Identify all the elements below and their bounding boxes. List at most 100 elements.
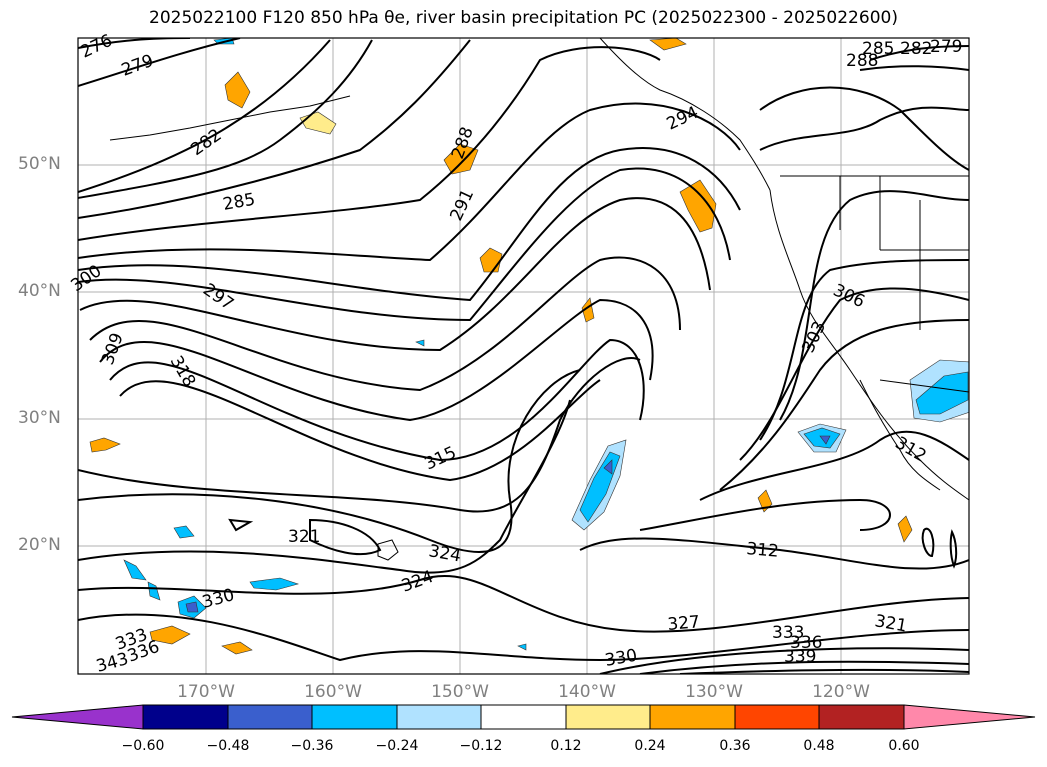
colorbar-tick-label: 0.36 bbox=[719, 738, 751, 754]
colorbar-tick-label: −0.48 bbox=[206, 738, 250, 754]
border-us-mexico bbox=[879, 379, 969, 393]
colorbar-tick-label: −0.60 bbox=[121, 738, 165, 754]
precip-patch-positive bbox=[221, 641, 253, 655]
contour-line bbox=[78, 38, 241, 87]
contour-line bbox=[78, 574, 969, 633]
contour-line bbox=[779, 190, 969, 421]
contour-line bbox=[579, 537, 969, 570]
precip-patch-positive bbox=[649, 38, 687, 51]
contour-label: 288 bbox=[846, 51, 878, 71]
contour-line bbox=[639, 660, 969, 674]
contour-line bbox=[859, 65, 969, 71]
contour-line bbox=[78, 613, 969, 662]
colorbar-swatch bbox=[142, 704, 229, 730]
precip-patch-negative bbox=[517, 643, 527, 651]
contour-line bbox=[759, 86, 969, 171]
contour-label: 279 bbox=[930, 37, 962, 57]
coastlines bbox=[109, 38, 969, 561]
coastline-alaska bbox=[599, 38, 771, 191]
contour-line bbox=[109, 338, 645, 462]
precip-patch-negative bbox=[603, 459, 613, 475]
colorbar-tick-label: −0.36 bbox=[290, 738, 334, 754]
contour-label: 306 bbox=[830, 280, 868, 312]
contour-label: 303 bbox=[798, 318, 830, 356]
colorbar-swatch bbox=[480, 704, 567, 730]
precip-patch-positive bbox=[679, 179, 717, 233]
contour-line bbox=[99, 298, 654, 422]
contour-line bbox=[759, 259, 969, 441]
map-title: 2025022100 F120 850 hPa θe, river basin … bbox=[149, 8, 898, 28]
precip-patch-negative bbox=[415, 339, 425, 347]
precip-patch-positive bbox=[299, 111, 337, 135]
contour-label: 333 bbox=[772, 623, 804, 643]
colorbar-swatch bbox=[565, 704, 651, 730]
lon-label: 120°W bbox=[812, 682, 870, 702]
lat-label: 20°N bbox=[18, 535, 61, 555]
theta-e-contours bbox=[78, 38, 969, 674]
contour-line bbox=[921, 527, 935, 558]
colorbar-swatch bbox=[818, 704, 905, 730]
contour-line bbox=[699, 430, 969, 501]
contour-label: 324 bbox=[427, 541, 462, 566]
contour-line bbox=[78, 147, 741, 302]
colorbar-swatch bbox=[734, 704, 820, 730]
contour-line bbox=[78, 39, 373, 199]
contour-line bbox=[759, 106, 969, 151]
contour-line bbox=[739, 287, 969, 461]
precip-patch-negative bbox=[915, 371, 969, 415]
precip-patch-positive bbox=[897, 515, 913, 543]
precip-patch-negative bbox=[123, 559, 147, 581]
contour-label: 327 bbox=[667, 612, 701, 635]
contour-label: 285 bbox=[862, 39, 894, 59]
lon-label: 170°W bbox=[177, 682, 235, 702]
contour-label: 336 bbox=[790, 633, 822, 653]
contour-line bbox=[719, 319, 969, 491]
contour-label: 339 bbox=[784, 647, 816, 667]
precip-patch-negative bbox=[185, 601, 199, 613]
lon-label: 160°W bbox=[304, 682, 362, 702]
precip-patch-positive bbox=[149, 625, 191, 645]
contour-label: 315 bbox=[422, 443, 460, 475]
contour-line bbox=[78, 167, 731, 322]
contour-label: 297 bbox=[199, 280, 237, 315]
lon-label: 130°W bbox=[685, 682, 743, 702]
contour-label: 282 bbox=[900, 39, 932, 59]
lon-label: 140°W bbox=[558, 682, 616, 702]
lat-label: 30°N bbox=[18, 408, 61, 428]
contour-line bbox=[89, 256, 681, 392]
contour-line bbox=[78, 46, 661, 241]
contour-label: 312 bbox=[892, 433, 930, 467]
contour-line bbox=[78, 369, 581, 553]
colorbar-tick-label: 0.48 bbox=[803, 738, 835, 754]
precip-patch-positive bbox=[443, 143, 479, 175]
contour-line bbox=[869, 45, 969, 61]
contour-line bbox=[78, 102, 741, 262]
contour-label: 300 bbox=[67, 261, 105, 296]
lon-label: 150°W bbox=[431, 682, 489, 702]
contour-line bbox=[78, 39, 331, 193]
contour-line bbox=[309, 518, 382, 556]
precip-patch-negative bbox=[249, 577, 300, 591]
contour-label: 318 bbox=[166, 353, 200, 391]
colorbar bbox=[11, 704, 1036, 730]
coastline-aleutians bbox=[109, 95, 351, 141]
contour-label: 321 bbox=[288, 527, 320, 547]
colorbar-swatch bbox=[649, 704, 736, 730]
precip-patch-negative bbox=[173, 525, 195, 539]
contour-label: 276 bbox=[78, 31, 116, 63]
colorbar-tick-label: −0.12 bbox=[459, 738, 503, 754]
contour-line bbox=[639, 498, 891, 531]
contour-label: 321 bbox=[873, 611, 908, 636]
precip-patch-positive bbox=[581, 297, 595, 323]
contour-label: 285 bbox=[221, 190, 256, 215]
contour-label: 309 bbox=[98, 330, 128, 367]
colorbar-extend-low bbox=[11, 704, 144, 730]
contour-line bbox=[949, 529, 958, 569]
coastline-west-coast bbox=[769, 189, 969, 501]
contour-line bbox=[78, 357, 641, 513]
precip-patch-negative bbox=[819, 435, 831, 445]
map-frame bbox=[77, 37, 970, 675]
contour-line bbox=[78, 399, 571, 574]
precip-patch-positive bbox=[479, 247, 503, 273]
coastline-baja bbox=[859, 379, 941, 491]
